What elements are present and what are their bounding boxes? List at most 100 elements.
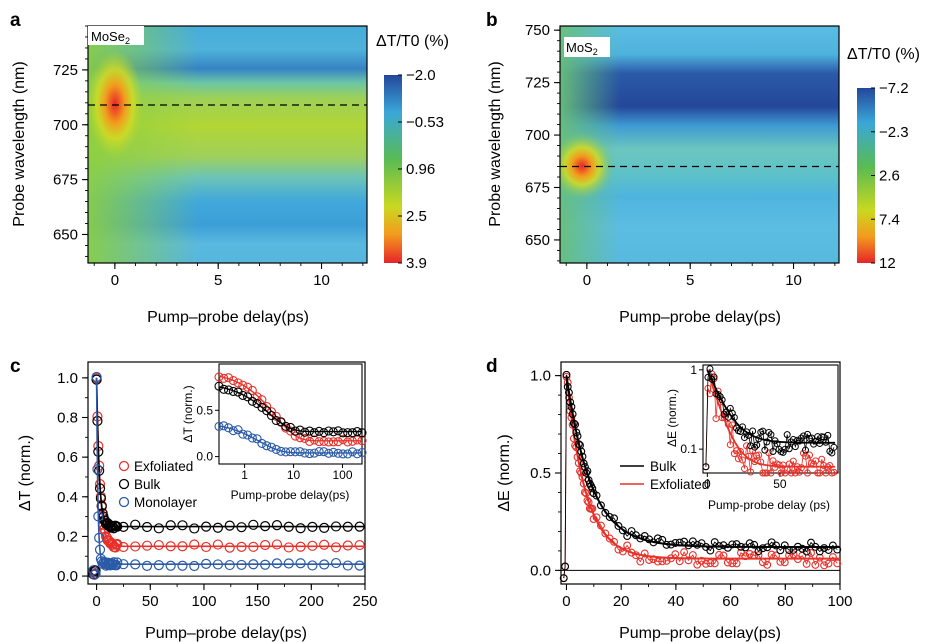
- d-point-exfoliated: [807, 548, 815, 557]
- c-inset-point-exfoliated: [228, 376, 238, 386]
- legend-c: Exfoliated Bulk Monolayer: [118, 459, 198, 510]
- c-inset-point-bulk: [276, 417, 286, 427]
- d-inset-point-bulk: [783, 431, 791, 439]
- c-inset-point-monolayer: [357, 447, 367, 458]
- d-inset-point-exfoliated: [741, 465, 749, 473]
- d-inset-point-exfoliated: [826, 462, 834, 470]
- c-point-monolayer: [141, 560, 153, 571]
- c-point-exfoliated: [283, 542, 294, 553]
- d-point-bulk: [780, 541, 789, 550]
- sample-label-b: MoS2: [564, 37, 610, 57]
- c-inset-point-exfoliated: [233, 378, 243, 388]
- c-inset-point-bulk: [271, 415, 281, 426]
- d-inset-point-bulk: [804, 430, 812, 438]
- c-point-exfoliated: [212, 539, 224, 550]
- c-inset-point-bulk: [333, 426, 343, 436]
- c-point-monolayer: [189, 560, 200, 572]
- d-inset-point-exfoliated: [738, 456, 746, 464]
- b-cbar-tick-4: 12: [879, 255, 896, 272]
- d-point-exfoliated: [653, 557, 662, 566]
- c-xtick-4: 200: [299, 593, 324, 610]
- c-point-exfoliated: [354, 539, 365, 551]
- c-inset-fit-monolayer: [218, 425, 362, 454]
- d-point-bulk: [559, 574, 568, 583]
- c-point-monolayer: [236, 559, 247, 571]
- c-inset-ytick-1: 0.5: [196, 403, 213, 417]
- c-point-bulk: [96, 500, 107, 511]
- legend-d-exfoliated: Exfoliated: [650, 477, 709, 492]
- d-inset-point-exfoliated: [755, 451, 763, 459]
- d-inset-point-bulk: [706, 365, 714, 373]
- c-ytick-1: 0.2: [57, 528, 78, 545]
- d-inset-point-bulk: [769, 447, 777, 455]
- c-inset-point-exfoliated: [214, 372, 224, 382]
- c-point-exfoliated: [177, 541, 188, 552]
- c-inset-point-monolayer: [223, 423, 234, 433]
- c-inset-point-bulk: [295, 425, 305, 435]
- d-inset-point-bulk: [830, 443, 838, 451]
- d-inset-point-bulk: [761, 446, 769, 454]
- c-point-exfoliated: [130, 541, 141, 552]
- c-point-exfoliated: [112, 538, 123, 550]
- d-point-bulk: [561, 562, 570, 571]
- c-inset-point-bulk: [262, 406, 272, 416]
- a-cbar-tick-0: −2.0: [406, 67, 436, 84]
- c-point-bulk: [260, 521, 271, 532]
- c-point-monolayer: [271, 558, 283, 569]
- c-inset-point-bulk: [228, 386, 238, 396]
- d-inset-point-exfoliated: [747, 468, 755, 476]
- c-point-monolayer: [330, 557, 342, 569]
- c-point-monolayer: [153, 560, 164, 571]
- c-inset-point-monolayer: [257, 438, 267, 448]
- d-point-exfoliated: [636, 557, 645, 566]
- c-inset-point-exfoliated: [247, 385, 257, 395]
- d-inset-point-exfoliated: [736, 447, 744, 455]
- c-point-exfoliated: [141, 540, 153, 551]
- c-point-exfoliated: [153, 539, 164, 551]
- d-fit-bulk: [565, 375, 840, 548]
- d-point-bulk: [614, 522, 623, 530]
- c-point-bulk: [177, 520, 188, 531]
- d-point-bulk: [618, 526, 627, 535]
- d-point-bulk: [820, 544, 829, 552]
- c-point-bulk: [354, 521, 365, 532]
- c-inset-point-exfoliated: [333, 437, 343, 447]
- ylabel-a: Probe wavelength (nm): [11, 61, 28, 226]
- c-inset-point-monolayer: [228, 426, 238, 436]
- c-inset-point-bulk: [343, 428, 353, 438]
- c-inset-point-monolayer: [247, 433, 257, 443]
- a-xtick-2: 10: [313, 272, 330, 289]
- d-inset-point-exfoliated: [734, 455, 742, 463]
- d-inset-point-bulk: [753, 441, 761, 449]
- c-point-bulk: [319, 522, 330, 533]
- c-point-monolayer: [165, 560, 176, 571]
- c-point-bulk: [342, 521, 353, 532]
- c-inset-point-exfoliated: [219, 373, 229, 383]
- c-inset-point-exfoliated: [290, 431, 300, 441]
- c-inset-point-bulk: [223, 385, 234, 395]
- c-inset-point-bulk: [233, 387, 243, 397]
- c-point-bulk: [94, 465, 105, 476]
- c-inset-point-monolayer: [300, 448, 310, 458]
- c-xtick-2: 100: [191, 593, 216, 610]
- c-inset-point-monolayer: [319, 447, 329, 457]
- d-point-bulk: [592, 491, 601, 500]
- d-point-exfoliated: [601, 529, 610, 538]
- c-inset-point-bulk: [257, 402, 267, 412]
- c-inset-point-monolayer: [238, 429, 248, 439]
- c-inset-point-bulk: [214, 381, 224, 391]
- c-point-bulk: [141, 521, 153, 533]
- c-inset-point-bulk: [238, 390, 248, 400]
- c-inset-point-monolayer: [262, 441, 272, 451]
- c-point-bulk: [112, 521, 123, 532]
- c-inset-point-monolayer: [214, 421, 224, 431]
- c-inset-xtick-1: 10: [287, 468, 301, 482]
- c-point-monolayer: [92, 464, 103, 475]
- b-ytick-2: 700: [525, 127, 550, 144]
- b-cbar-tick-2: 2.6: [879, 168, 900, 185]
- c-inset-point-bulk: [324, 426, 334, 436]
- d-inset-point-bulk: [763, 438, 771, 446]
- c-inset-point-bulk: [266, 410, 276, 421]
- c-inset-point-exfoliated: [238, 380, 248, 390]
- colorbar-title-b: ΔT/T0 (%): [847, 46, 920, 63]
